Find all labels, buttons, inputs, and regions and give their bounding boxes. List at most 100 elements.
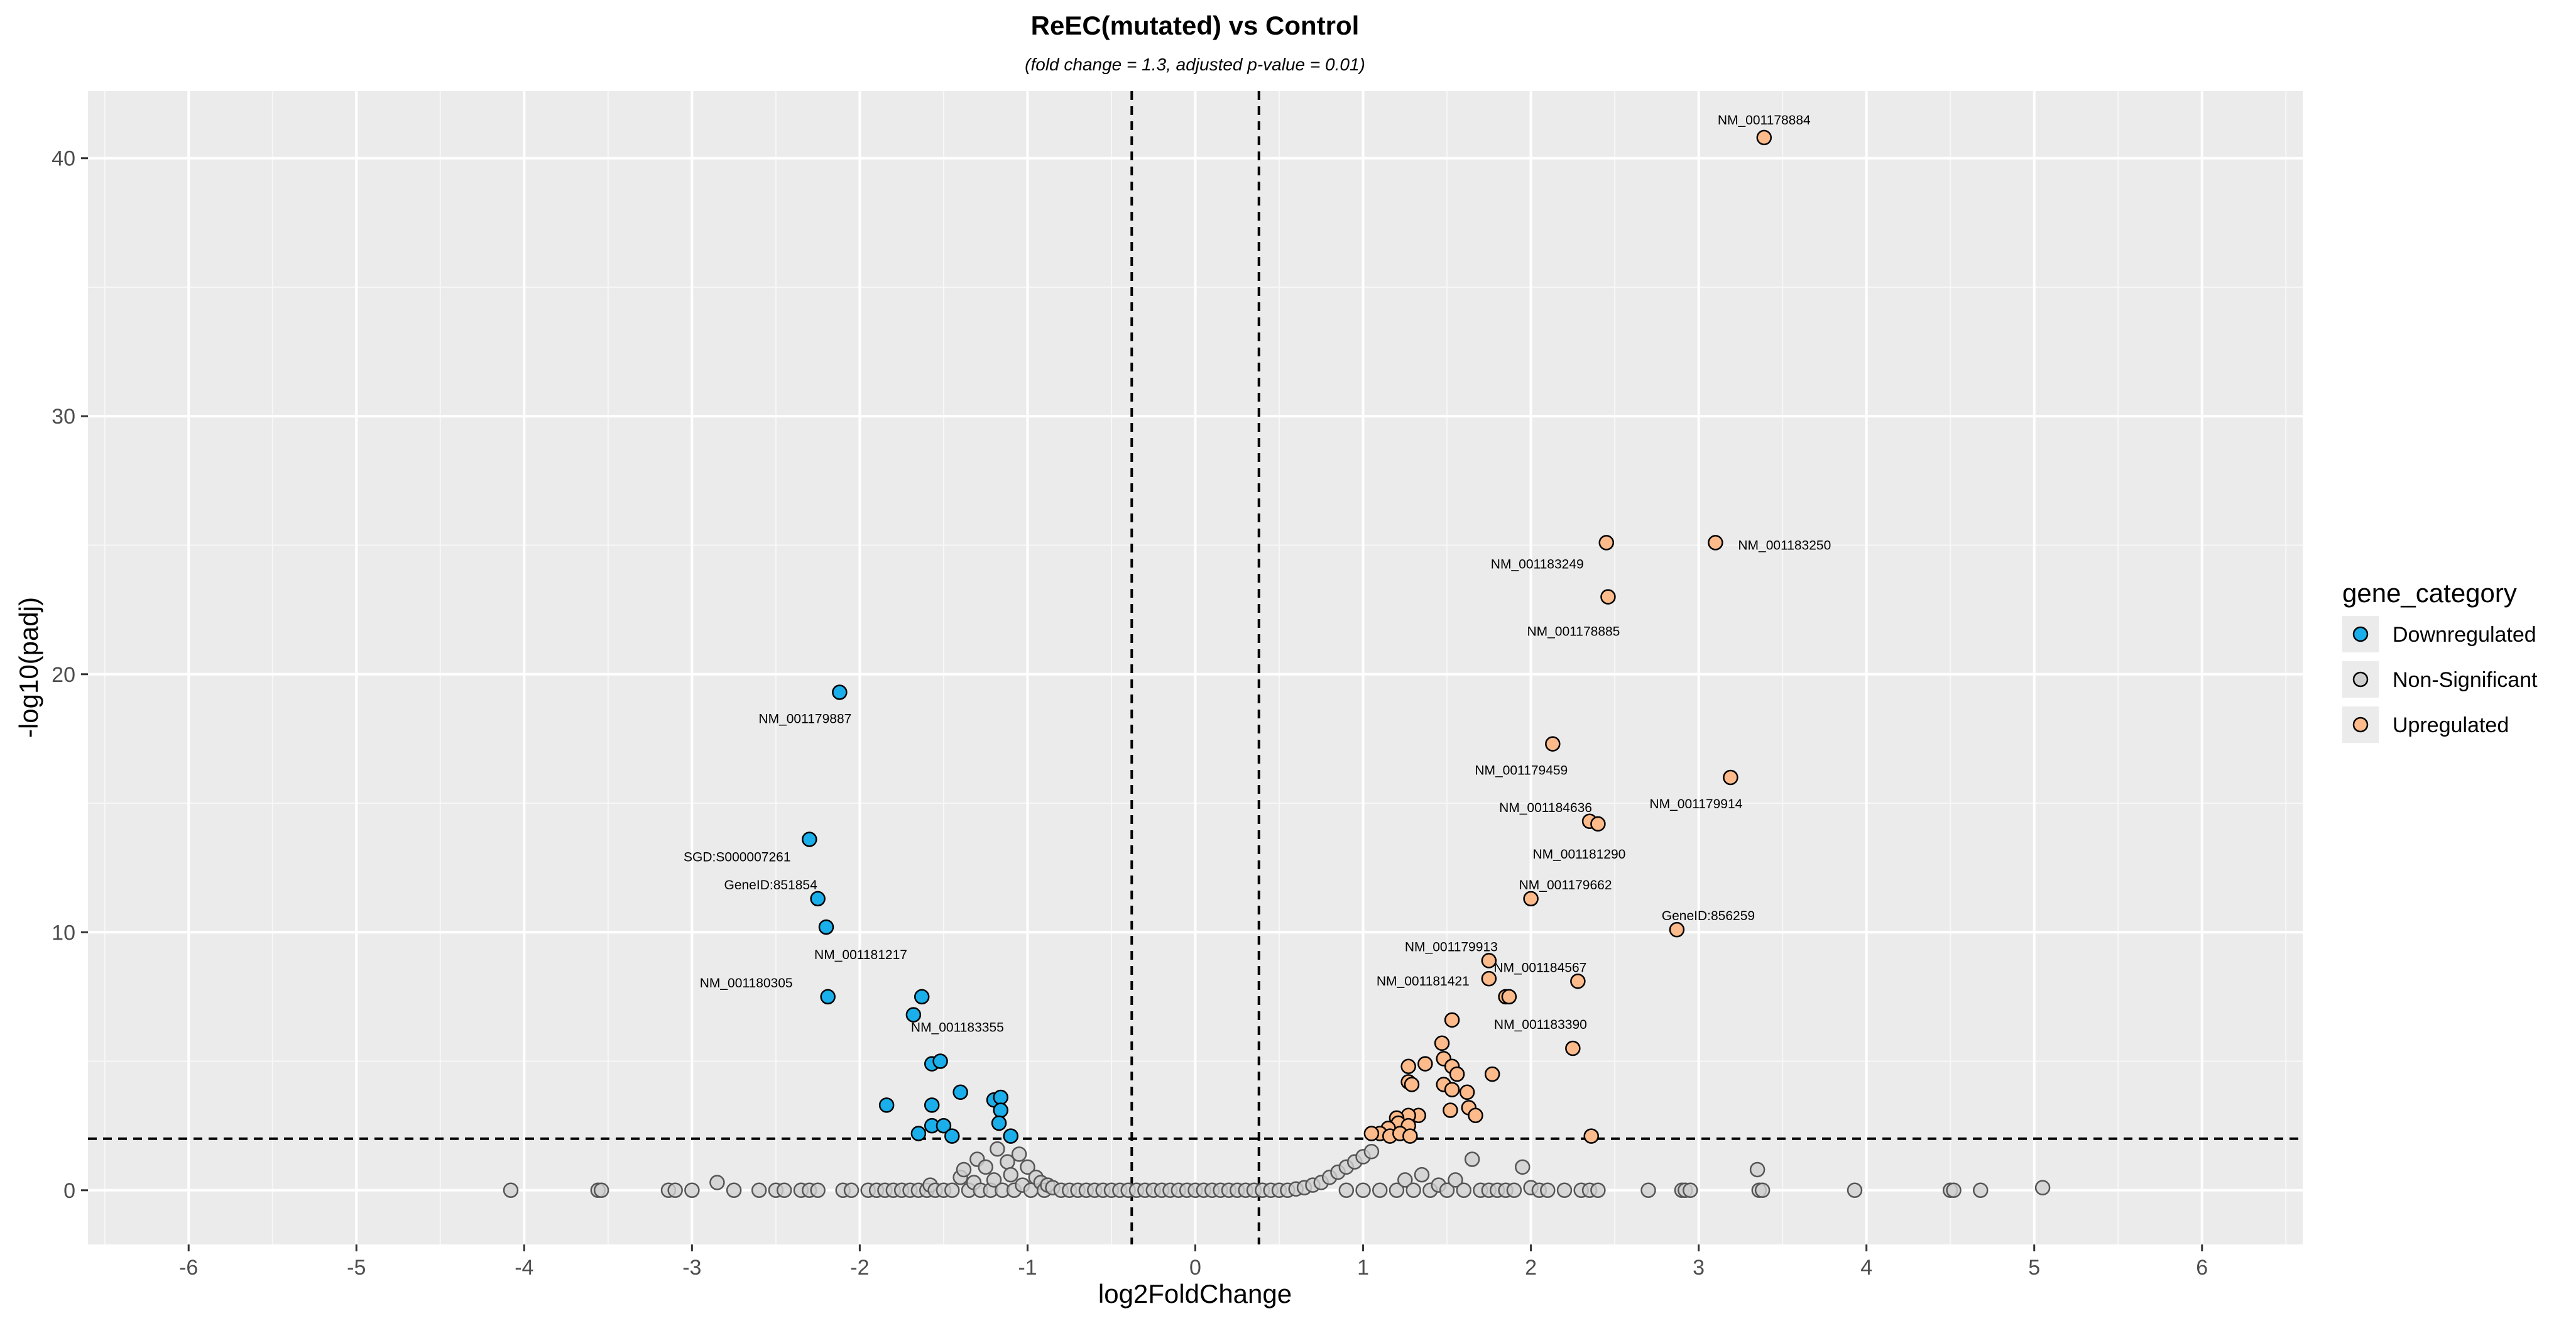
non-significant-point [667, 1182, 683, 1199]
downregulated-point [878, 1097, 895, 1113]
y-tick-label: 30 [52, 405, 75, 429]
major-grid [88, 91, 2303, 1244]
y-tick-label: 20 [52, 663, 75, 687]
upregulated-point [1590, 816, 1606, 832]
gene-labels: NM_001178884 NM_001183249 NM_001183250 NM_0… [684, 113, 1831, 1035]
non-significant-point [1556, 1182, 1573, 1199]
x-tick-label: -1 [1018, 1256, 1037, 1280]
non-significant-point [1640, 1182, 1656, 1199]
gene-label: SGD:S000007261 [684, 850, 790, 864]
upregulated-point [1545, 736, 1561, 752]
gene-label: NM_001179887 [758, 711, 851, 726]
x-tick-label: -3 [682, 1256, 701, 1280]
downregulated-point [810, 891, 826, 907]
downregulated-point [952, 1084, 968, 1101]
upregulated-point [1402, 1128, 1418, 1144]
non-significant-point [1448, 1172, 1463, 1188]
legend: gene_category Downregulated Non-Significa… [2342, 578, 2538, 743]
downregulated-point [914, 989, 930, 1005]
non-significant-point [1414, 1167, 1430, 1183]
gene-label: NM_001183390 [1494, 1018, 1587, 1032]
non-significant-point [2034, 1180, 2051, 1195]
y-tick-label: 0 [63, 1179, 75, 1203]
x-tick-label: 2 [1525, 1256, 1537, 1280]
x-axis-ticks: -6 -5 -4 -3 -2 -1 0 1 2 3 4 5 6 [179, 1244, 2208, 1280]
non-significant-point [810, 1182, 826, 1199]
downregulated-point [932, 1053, 948, 1069]
non-significant-point [1973, 1182, 1989, 1199]
non-significant-point [1405, 1182, 1421, 1199]
downregulated-point [991, 1115, 1007, 1131]
chart-title: ReEC(mutated) vs Control [1031, 11, 1360, 40]
non-significant-point [726, 1182, 742, 1199]
non-significant-point [1011, 1146, 1027, 1162]
upregulated-point [1468, 1107, 1483, 1123]
non-significant-point [1749, 1161, 1766, 1178]
upregulated-point [1481, 953, 1497, 969]
downregulated-point [820, 989, 836, 1005]
non-significant-point [1946, 1182, 1962, 1199]
non-significant-point [944, 1182, 960, 1199]
upregulated-point [1363, 1126, 1380, 1141]
non-significant-point [684, 1182, 700, 1199]
downregulated-point [1003, 1128, 1018, 1144]
gene-label: NM_001179459 [1475, 764, 1568, 778]
non-significant-point [593, 1182, 609, 1199]
downregulated-point [802, 832, 817, 847]
downregulated-point [818, 919, 834, 935]
non-significant-point [503, 1182, 519, 1199]
upregulated-point [1708, 535, 1723, 551]
non-significant-point [1389, 1182, 1405, 1199]
upregulated-point [1583, 1128, 1599, 1144]
non-significant-point [1439, 1182, 1455, 1199]
non-significant-point [1464, 1151, 1480, 1167]
upregulated-point [1565, 1040, 1581, 1057]
downregulated-point [905, 1007, 922, 1023]
downregulated-point [910, 1126, 927, 1141]
non-significant-point [1363, 1143, 1380, 1160]
upregulated-point [1570, 974, 1586, 989]
x-tick-label: 6 [2196, 1256, 2208, 1280]
gene-label: GeneID:851854 [724, 878, 817, 892]
non-significant-point [1355, 1182, 1371, 1199]
non-significant-point [1397, 1172, 1413, 1188]
non-significant-point [1847, 1182, 1863, 1199]
non-significant-point [1372, 1182, 1388, 1199]
downregulated-point [993, 1089, 1008, 1106]
downregulated-point [936, 1117, 952, 1134]
gene-label: NM_001179913 [1405, 940, 1498, 954]
non-significant-point [1514, 1159, 1531, 1175]
gene-label: NM_001178885 [1527, 625, 1620, 639]
downregulated-point [944, 1128, 960, 1144]
upregulated-point [1723, 769, 1738, 786]
non-significant-point [843, 1182, 860, 1199]
legend-entries: Downregulated Non-Significant Upregulated [2342, 616, 2538, 743]
x-tick-label: 1 [1357, 1256, 1369, 1280]
non-significant-point [956, 1161, 972, 1178]
x-axis-title: log2FoldChange [1098, 1279, 1292, 1309]
gene-label: NM_001179662 [1519, 878, 1612, 892]
x-tick-label: -2 [850, 1256, 869, 1280]
upregulated-point [1434, 1035, 1450, 1051]
y-tick-label: 10 [52, 921, 75, 945]
non-significant-point [1020, 1159, 1035, 1175]
legend-title: gene_category [2342, 578, 2517, 608]
upregulated-point [1669, 921, 1685, 938]
gene-label: NM_001183250 [1738, 538, 1831, 552]
y-tick-label: 40 [52, 147, 75, 171]
non-significant-point [978, 1159, 993, 1175]
upregulated-point [1444, 1082, 1460, 1097]
upregulated-point [1600, 589, 1616, 605]
non-significant-point [986, 1172, 1002, 1188]
legend-label-downregulated: Downregulated [2393, 623, 2536, 647]
upregulated-point [1443, 1102, 1458, 1118]
upregulated-point [1481, 970, 1497, 987]
gene-label: NM_001184636 [1499, 801, 1592, 815]
gene-label: GeneID:856259 [1662, 909, 1755, 923]
legend-label-upregulated: Upregulated [2393, 713, 2509, 737]
non-significant-point [1338, 1182, 1355, 1199]
upregulated-point [1400, 1058, 1416, 1074]
legend-marker-downregulated [2352, 626, 2369, 642]
y-axis-ticks: 0 10 20 30 40 [52, 147, 88, 1203]
